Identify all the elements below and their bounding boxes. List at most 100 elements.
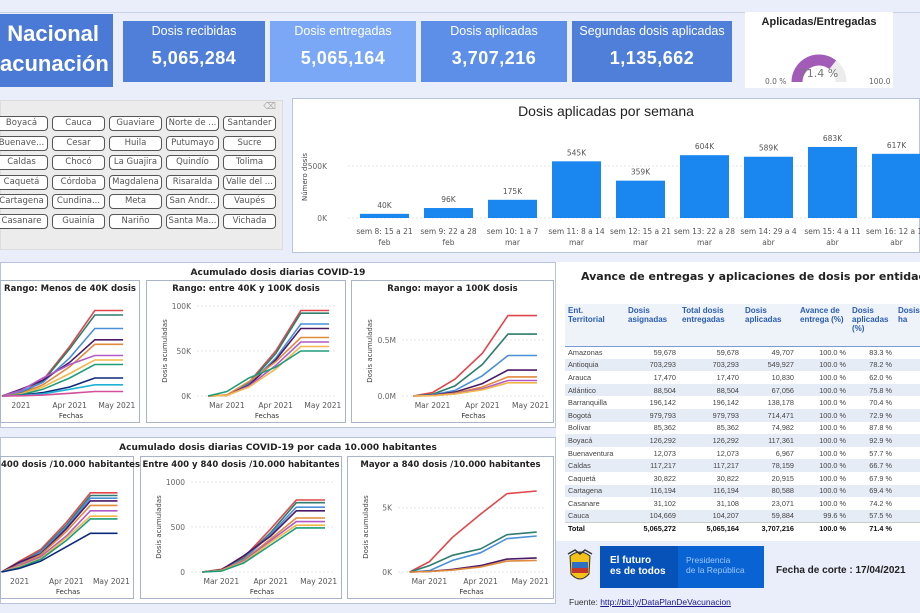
slicer-item[interactable]: Cesar: [52, 135, 105, 151]
slicer-item[interactable]: Guaviare: [109, 116, 162, 131]
bar[interactable]: [360, 213, 409, 218]
series-line[interactable]: [1, 354, 124, 397]
slicer-item[interactable]: Tolima: [223, 155, 276, 171]
table-cell: Bogotá: [565, 408, 625, 422]
slicer-item[interactable]: Buenave...: [0, 135, 48, 151]
table-row[interactable]: Casanare 31,102 31,108 23,071 100.0 % 74.2 %: [565, 497, 920, 510]
slicer-item[interactable]: Vichada: [223, 214, 276, 229]
table-row[interactable]: Cartagena 116,194 116,194 80,588 100.0 % 69.4…: [565, 484, 920, 498]
table-cell: 126,292: [625, 434, 679, 447]
series-line[interactable]: [207, 350, 330, 397]
column-header[interactable]: Ent. Territorial: [565, 304, 625, 347]
slicer-item[interactable]: Vaupés: [223, 194, 276, 210]
table-row[interactable]: Atlántico 88,504 88,504 67,056 100.0 % 75.8 %: [565, 383, 920, 397]
slicer-item[interactable]: Quindío: [166, 155, 219, 171]
slicer-item[interactable]: La Guajira: [109, 155, 162, 171]
x-tick-label: Apr 2021: [52, 401, 87, 410]
column-header[interactable]: Dosis 10K ha: [895, 304, 920, 347]
series-line[interactable]: [202, 527, 325, 573]
bar[interactable]: [488, 199, 537, 218]
column-header[interactable]: Dosis asignadas: [625, 304, 679, 347]
slicer-item[interactable]: Magdalena: [109, 174, 162, 190]
bar[interactable]: [744, 156, 793, 218]
table-cell: 74,982: [771, 423, 794, 433]
slicer-item[interactable]: Nariño: [109, 214, 162, 229]
eraser-icon[interactable]: ⌫: [263, 102, 276, 112]
table-row[interactable]: Boyacá 126,292 126,292 117,361 100.0 % 92.9 %: [565, 434, 920, 447]
bar[interactable]: [680, 155, 729, 218]
column-header[interactable]: Dosis aplicadas (%): [849, 304, 895, 347]
table-row[interactable]: Barranquilla 196,142 196,142 138,178 100.0 %…: [565, 396, 920, 409]
column-header[interactable]: Dosis aplicadas: [742, 304, 797, 347]
slicer-item[interactable]: Caldas: [0, 155, 48, 171]
series-line[interactable]: [1, 309, 124, 397]
slicer-item[interactable]: Córdoba: [52, 174, 105, 190]
bar[interactable]: [872, 153, 920, 218]
series-line[interactable]: [413, 314, 537, 397]
x-axis-label: Fechas: [250, 588, 275, 596]
slicer-item[interactable]: Guainía: [52, 214, 105, 229]
series-line[interactable]: [413, 382, 537, 397]
table-cell: Cauca: [565, 509, 625, 523]
series-line[interactable]: [1, 390, 124, 397]
entity-slicer: ⌫ Boyacá Cauca Guaviare Norte de ... Santand…: [0, 100, 283, 250]
table-row[interactable]: Caquetá 30,822 30,822 20,915 100.0 % 67.9 %: [565, 472, 920, 485]
table-cell: 88,504: [679, 383, 742, 397]
slicer-item[interactable]: Meta: [109, 194, 162, 210]
x-tick-label: abr: [890, 238, 903, 247]
slicer-item[interactable]: Santander: [223, 116, 276, 131]
line-chart-plot: Dosis acumuladas 0K 5K Mar 2021 Apr 2021 May …: [362, 490, 549, 596]
table-row[interactable]: Buenaventura 12,073 12,073 6,967 100.0 % 57.7…: [565, 447, 920, 460]
series-line[interactable]: [409, 557, 537, 573]
slicer-item[interactable]: Valle del ...: [223, 174, 276, 190]
slicer-item[interactable]: Cundina...: [52, 194, 105, 210]
table-row[interactable]: Bolívar 85,362 85,362 74,982 100.0 % 87.8 %: [565, 422, 920, 435]
table-row[interactable]: Caldas 117,217 117,217 78,159 100.0 % 66.7 %: [565, 459, 920, 472]
slicer-item[interactable]: Huila: [109, 135, 162, 151]
column-header[interactable]: Avance de entrega (%): [797, 304, 849, 347]
x-tick-label: feb: [378, 238, 390, 247]
table-row[interactable]: Antioquia 703,293 703,293 549,927 100.0 % 78.…: [565, 358, 920, 372]
slicer-item[interactable]: Risaralda: [166, 174, 219, 190]
series-line[interactable]: [202, 524, 325, 573]
slicer-item[interactable]: San Andr...: [166, 194, 219, 210]
table-row[interactable]: Cauca 104,669 104,207 59,884 99.6 % 57.5 %: [565, 509, 920, 523]
series-line[interactable]: [207, 312, 330, 397]
slicer-item[interactable]: Norte de ...: [166, 116, 219, 131]
bar[interactable]: [808, 146, 857, 218]
series-line[interactable]: [1, 500, 118, 573]
x-tick-label: feb: [442, 238, 454, 247]
series-line[interactable]: [1, 327, 124, 397]
table-row[interactable]: Arauca 17,470 17,470 10,830 100.0 % 62.0 %: [565, 371, 920, 384]
slicer-item[interactable]: Santa Ma...: [166, 214, 219, 229]
table-cell: 59,678: [653, 348, 676, 358]
slicer-item[interactable]: Sucre: [223, 135, 276, 151]
series-line[interactable]: [409, 490, 537, 573]
table-cell: Atlántico: [565, 383, 625, 397]
slicer-item[interactable]: Putumayo: [166, 135, 219, 151]
fuente-link[interactable]: http://bit.ly/DataPlanDeVacunacion: [600, 597, 731, 607]
series-line[interactable]: [409, 531, 537, 573]
series-line[interactable]: [1, 532, 118, 573]
table-row[interactable]: Bogotá 979,793 979,793 714,471 100.0 % 72.9 %: [565, 408, 920, 422]
bar[interactable]: [552, 161, 601, 218]
slicer-item[interactable]: Caquetá: [0, 174, 48, 190]
slicer-item[interactable]: Boyacá: [0, 116, 48, 131]
series-line[interactable]: [409, 559, 537, 573]
series-line[interactable]: [207, 341, 330, 397]
total-cell: 3,707,216: [742, 521, 797, 535]
series-line[interactable]: [207, 345, 330, 397]
series-line[interactable]: [413, 333, 537, 397]
slicer-item[interactable]: Cauca: [52, 116, 105, 131]
column-header[interactable]: Total dosis entregadas: [679, 304, 742, 347]
table-panel: Avance de entregas y aplicaciones de dos…: [556, 262, 920, 541]
line-chart: Entre 400 y 840 dosis /10.000 habitantes…: [140, 456, 342, 599]
bar[interactable]: [424, 208, 473, 218]
slicer-item[interactable]: Cartagena: [0, 194, 48, 210]
series-line[interactable]: [202, 509, 325, 573]
slicer-item[interactable]: Casanare: [0, 214, 48, 229]
table-row[interactable]: Amazonas 59,678 59,678 49,707 100.0 % 83.3 %: [565, 346, 920, 359]
bar[interactable]: [616, 180, 665, 218]
slicer-item[interactable]: Chocó: [52, 155, 105, 171]
table-cell: 100.0 %: [797, 358, 849, 372]
